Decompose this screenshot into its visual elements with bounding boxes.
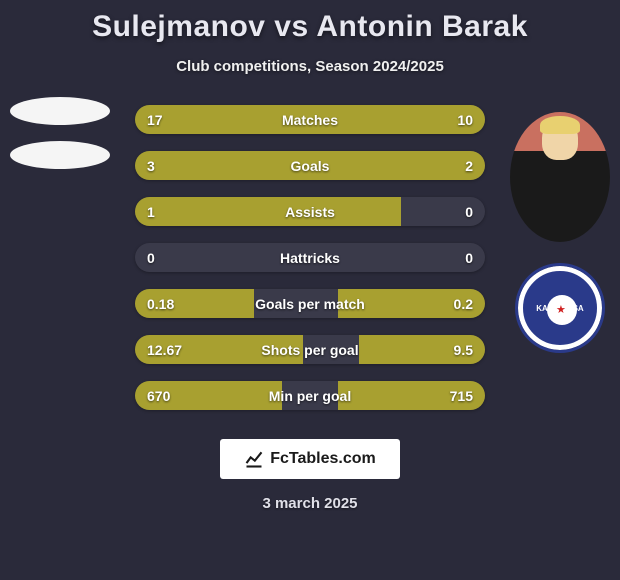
stat-row: 32Goals [135,151,485,180]
right-player-column: KASIMPAŞA ★ [510,112,610,350]
stat-row: 10Assists [135,197,485,226]
stat-label: Goals per match [135,289,485,318]
stat-label: Assists [135,197,485,226]
page-subtitle: Club competitions, Season 2024/2025 [0,58,620,75]
stat-bars: 1710Matches 32Goals 10Assists 00Hattricks 0.… [135,105,485,410]
stat-label: Hattricks [135,243,485,272]
stat-label: Shots per goal [135,335,485,364]
footer-date: 3 march 2025 [0,495,620,512]
stat-row: 00Hattricks [135,243,485,272]
left-avatar-placeholder-1 [10,97,110,125]
footer-brand-text: FcTables.com [270,450,376,468]
footer-brand-badge: FcTables.com [220,439,400,479]
stat-label: Goals [135,151,485,180]
right-club-logo: KASIMPAŞA ★ [518,266,602,350]
page-title: Sulejmanov vs Antonin Barak [0,0,620,44]
stat-label: Min per goal [135,381,485,410]
stat-row: 1710Matches [135,105,485,134]
left-player-column [10,97,110,169]
comparison-area: KASIMPAŞA ★ 1710Matches 32Goals 10Assists 0… [0,97,620,427]
stat-row: 670715Min per goal [135,381,485,410]
stat-label: Matches [135,105,485,134]
chart-icon [244,449,264,469]
right-player-photo [510,112,610,242]
stat-row: 12.679.5Shots per goal [135,335,485,364]
club-logo-star-icon: ★ [556,303,568,315]
left-avatar-placeholder-2 [10,141,110,169]
stat-row: 0.180.2Goals per match [135,289,485,318]
